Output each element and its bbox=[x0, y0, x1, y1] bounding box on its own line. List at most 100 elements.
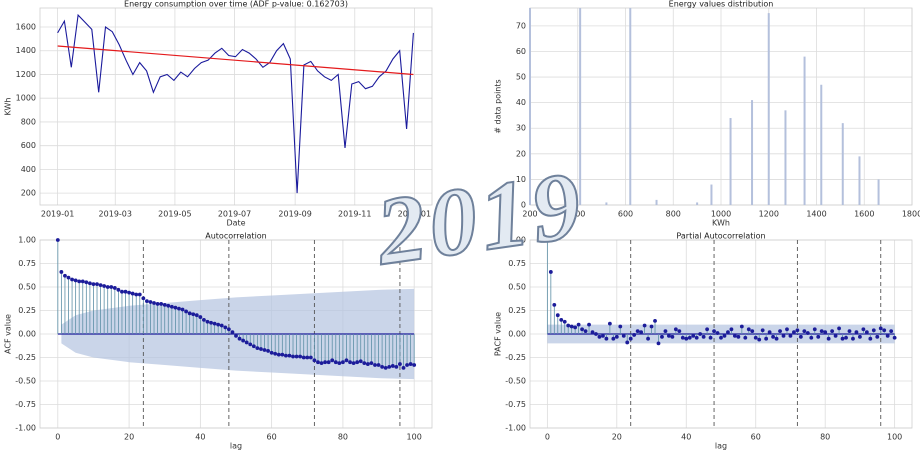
stem-marker bbox=[394, 365, 399, 369]
stem-marker bbox=[826, 336, 831, 341]
y-tick-label: 0.50 bbox=[508, 283, 526, 292]
stem-marker bbox=[552, 302, 557, 307]
stem-marker bbox=[73, 278, 78, 283]
stem-marker bbox=[858, 334, 862, 339]
y-tick-label: 1200 bbox=[16, 70, 36, 79]
stem-marker bbox=[566, 323, 571, 328]
stem-marker bbox=[173, 305, 178, 310]
y-tick-label: 0.50 bbox=[18, 283, 36, 292]
y-tick-label: 0.00 bbox=[18, 330, 36, 339]
stem-marker bbox=[351, 361, 356, 366]
x-tick-label: 2019-05 bbox=[158, 210, 191, 219]
stem-marker bbox=[868, 336, 873, 341]
stem-marker bbox=[376, 363, 381, 367]
bar bbox=[629, 8, 632, 205]
stem-marker bbox=[202, 318, 206, 322]
y-tick-label: 1.00 bbox=[508, 236, 526, 245]
bar bbox=[803, 56, 806, 206]
y-tick-label: -0.50 bbox=[15, 377, 36, 386]
x-tick-label: 1200 bbox=[759, 210, 779, 219]
stem-marker bbox=[348, 360, 352, 365]
stem-marker bbox=[569, 324, 574, 329]
y-tick-label: 10 bbox=[516, 175, 526, 184]
chart-panel: 200 400 600 800 1000 1200 1400 1600 2019-01 2019-… bbox=[4, 0, 433, 228]
stem-marker bbox=[137, 292, 142, 297]
stem-marker bbox=[162, 302, 167, 307]
stem-marker bbox=[212, 321, 217, 326]
stem-marker bbox=[358, 359, 363, 364]
stem-marker bbox=[187, 311, 192, 316]
y-tick-label: 0.75 bbox=[18, 259, 36, 268]
stem-marker bbox=[889, 329, 894, 334]
y-tick-label: 1600 bbox=[16, 22, 36, 31]
stem-marker bbox=[308, 355, 313, 360]
stem-marker bbox=[816, 334, 821, 339]
stem-marker bbox=[255, 346, 260, 350]
stem-marker bbox=[191, 312, 196, 317]
x-tick-label: 2019-11 bbox=[338, 210, 371, 219]
stem-marker bbox=[159, 302, 164, 306]
y-tick-label: -1.00 bbox=[505, 424, 526, 433]
stem-marker bbox=[580, 327, 584, 332]
stem-marker bbox=[670, 334, 675, 339]
stem-marker bbox=[266, 349, 270, 353]
stem-marker bbox=[746, 327, 751, 332]
x-axis-label: KWh bbox=[712, 219, 730, 228]
stem-marker bbox=[625, 340, 630, 345]
stem-marker bbox=[262, 348, 267, 352]
y-tick-label: 1.00 bbox=[18, 236, 36, 245]
stem-marker bbox=[333, 360, 338, 365]
chart-title: Autocorrelation bbox=[205, 232, 267, 241]
stem-marker bbox=[230, 330, 235, 335]
stem-marker bbox=[390, 364, 395, 368]
x-tick-label: 0 bbox=[545, 433, 550, 442]
x-tick-label: 0 bbox=[55, 433, 60, 442]
stem-marker bbox=[55, 238, 60, 242]
stem-marker bbox=[729, 327, 734, 332]
y-tick-label: -0.75 bbox=[505, 400, 526, 409]
stem-marker bbox=[545, 238, 550, 242]
stem-marker bbox=[712, 329, 716, 334]
y-tick-label: -0.25 bbox=[15, 353, 36, 362]
stem-marker bbox=[244, 340, 249, 345]
stem-marker bbox=[597, 334, 602, 339]
stem-marker bbox=[148, 300, 153, 304]
stem-marker bbox=[194, 313, 199, 318]
stem-marker bbox=[795, 328, 800, 333]
data-line bbox=[57, 13, 414, 194]
stem-marker bbox=[708, 335, 713, 340]
stem-marker bbox=[116, 287, 121, 292]
stem-marker bbox=[694, 335, 699, 340]
stem-marker bbox=[722, 333, 727, 338]
stem-marker bbox=[764, 336, 769, 341]
stem-marker bbox=[726, 330, 730, 335]
stem-marker bbox=[234, 333, 238, 338]
stem-marker bbox=[287, 353, 292, 358]
plot-frame bbox=[39, 239, 433, 429]
y-axis-label: ACF value bbox=[4, 314, 13, 354]
bar bbox=[858, 156, 861, 205]
stem-marker bbox=[594, 332, 598, 336]
x-tick-label: 2019-03 bbox=[99, 210, 132, 219]
stem-marker bbox=[269, 350, 274, 355]
stem-marker bbox=[259, 347, 263, 351]
stem-marker bbox=[604, 336, 609, 341]
stem-marker bbox=[59, 270, 64, 274]
y-tick-label: 60 bbox=[516, 47, 526, 56]
bar bbox=[751, 100, 754, 205]
x-tick-label: 80 bbox=[820, 433, 830, 442]
stem-marker bbox=[660, 334, 664, 339]
stem-marker bbox=[743, 335, 748, 340]
stem-marker bbox=[778, 329, 782, 334]
stem-marker bbox=[687, 335, 692, 340]
stem-marker bbox=[180, 307, 185, 312]
stem-marker bbox=[639, 330, 644, 335]
stem-marker bbox=[885, 333, 890, 338]
bar bbox=[877, 179, 880, 205]
data-line bbox=[57, 45, 414, 76]
stem-marker bbox=[667, 333, 671, 338]
stem-marker bbox=[809, 335, 814, 340]
stem-marker bbox=[401, 365, 406, 370]
stem-marker bbox=[223, 325, 228, 330]
x-tick-label: 1000 bbox=[711, 210, 731, 219]
